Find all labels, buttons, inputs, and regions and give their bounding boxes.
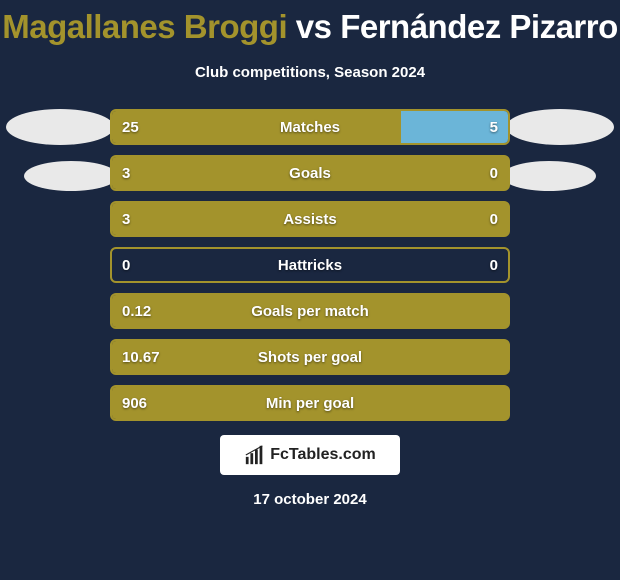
comparison-row: 0.12Goals per match (110, 293, 510, 329)
player1-value: 25 (122, 109, 139, 145)
player2-value: 0 (490, 247, 498, 283)
player2-badge-large (506, 109, 614, 145)
title-player2: Fernández Pizarro (340, 8, 618, 45)
footer-date: 17 october 2024 (0, 491, 620, 508)
player1-bar (112, 295, 508, 327)
player1-value: 3 (122, 201, 130, 237)
player1-bar (112, 203, 508, 235)
player1-bar (112, 157, 508, 189)
player1-value: 0.12 (122, 293, 151, 329)
comparison-row: 30Assists (110, 201, 510, 237)
player2-value: 0 (490, 201, 498, 237)
comparison-row: 00Hattricks (110, 247, 510, 283)
row-border (110, 247, 510, 283)
comparison-row: 255Matches (110, 109, 510, 145)
player1-value: 3 (122, 155, 130, 191)
chart-rows: 255Matches30Goals30Assists00Hattricks0.1… (110, 109, 510, 421)
comparison-row: 10.67Shots per goal (110, 339, 510, 375)
player2-value: 0 (490, 155, 498, 191)
brand-text: FcTables.com (270, 446, 376, 464)
chart-icon (244, 444, 266, 466)
player1-badge-large (6, 109, 114, 145)
comparison-row: 906Min per goal (110, 385, 510, 421)
player1-bar (112, 341, 508, 373)
player1-value: 906 (122, 385, 147, 421)
brand-logo: FcTables.com (220, 435, 400, 475)
comparison-row: 30Goals (110, 155, 510, 191)
player1-value: 10.67 (122, 339, 160, 375)
player1-value: 0 (122, 247, 130, 283)
player2-value: 5 (490, 109, 498, 145)
page-title: Magallanes Broggi vs Fernández Pizarro (0, 0, 620, 46)
player1-bar (112, 111, 401, 143)
player1-badge-small (24, 161, 118, 191)
title-player1: Magallanes Broggi (2, 8, 287, 45)
subtitle: Club competitions, Season 2024 (0, 64, 620, 81)
player1-bar (112, 387, 508, 419)
player2-badge-small (502, 161, 596, 191)
title-vs: vs (296, 8, 332, 45)
comparison-chart: 255Matches30Goals30Assists00Hattricks0.1… (0, 109, 620, 421)
